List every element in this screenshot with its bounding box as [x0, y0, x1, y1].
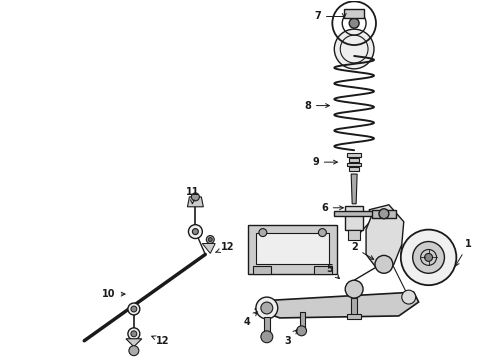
Polygon shape — [188, 197, 203, 207]
Text: 3: 3 — [284, 330, 297, 346]
Circle shape — [256, 297, 278, 319]
Bar — [256, 233, 329, 264]
Circle shape — [208, 238, 212, 242]
Circle shape — [318, 229, 326, 237]
Circle shape — [413, 242, 444, 273]
Polygon shape — [366, 205, 404, 269]
Circle shape — [206, 235, 214, 243]
Circle shape — [128, 328, 140, 340]
Circle shape — [193, 229, 198, 235]
Polygon shape — [126, 339, 142, 347]
Circle shape — [379, 209, 389, 219]
Circle shape — [401, 230, 456, 285]
Bar — [351, 298, 357, 316]
Text: 12: 12 — [152, 336, 170, 346]
Circle shape — [128, 303, 140, 315]
Polygon shape — [202, 243, 215, 253]
Bar — [349, 167, 359, 171]
Bar — [264, 317, 270, 337]
Bar — [344, 9, 364, 18]
Polygon shape — [372, 210, 396, 218]
Circle shape — [296, 326, 307, 336]
Bar — [347, 163, 361, 166]
Circle shape — [131, 331, 137, 337]
Polygon shape — [255, 292, 418, 318]
Circle shape — [349, 18, 359, 28]
Text: 6: 6 — [321, 203, 343, 213]
Circle shape — [375, 255, 393, 273]
Bar — [347, 314, 361, 319]
Bar — [248, 225, 337, 274]
Circle shape — [259, 229, 267, 237]
Text: 5: 5 — [326, 264, 340, 279]
Polygon shape — [351, 174, 357, 204]
Circle shape — [129, 346, 139, 356]
Bar — [299, 312, 305, 330]
Circle shape — [261, 331, 273, 343]
Circle shape — [334, 29, 374, 69]
Circle shape — [345, 280, 363, 298]
Bar — [349, 158, 359, 162]
Text: 12: 12 — [216, 243, 235, 252]
Bar — [348, 230, 360, 239]
Text: 1: 1 — [455, 239, 472, 266]
Circle shape — [192, 193, 199, 201]
Text: 2: 2 — [351, 243, 374, 259]
Bar — [334, 211, 374, 216]
Text: 10: 10 — [102, 289, 125, 299]
Bar — [345, 206, 363, 230]
Circle shape — [402, 290, 416, 304]
Bar — [315, 266, 332, 274]
Bar — [253, 266, 271, 274]
Text: 11: 11 — [186, 187, 199, 204]
Circle shape — [131, 306, 137, 312]
Bar — [347, 153, 361, 157]
Text: 9: 9 — [312, 157, 338, 167]
Text: 4: 4 — [244, 312, 257, 327]
Circle shape — [189, 225, 202, 239]
Circle shape — [425, 253, 433, 261]
Circle shape — [261, 302, 273, 314]
Text: 7: 7 — [314, 11, 346, 21]
Text: 8: 8 — [304, 100, 329, 111]
